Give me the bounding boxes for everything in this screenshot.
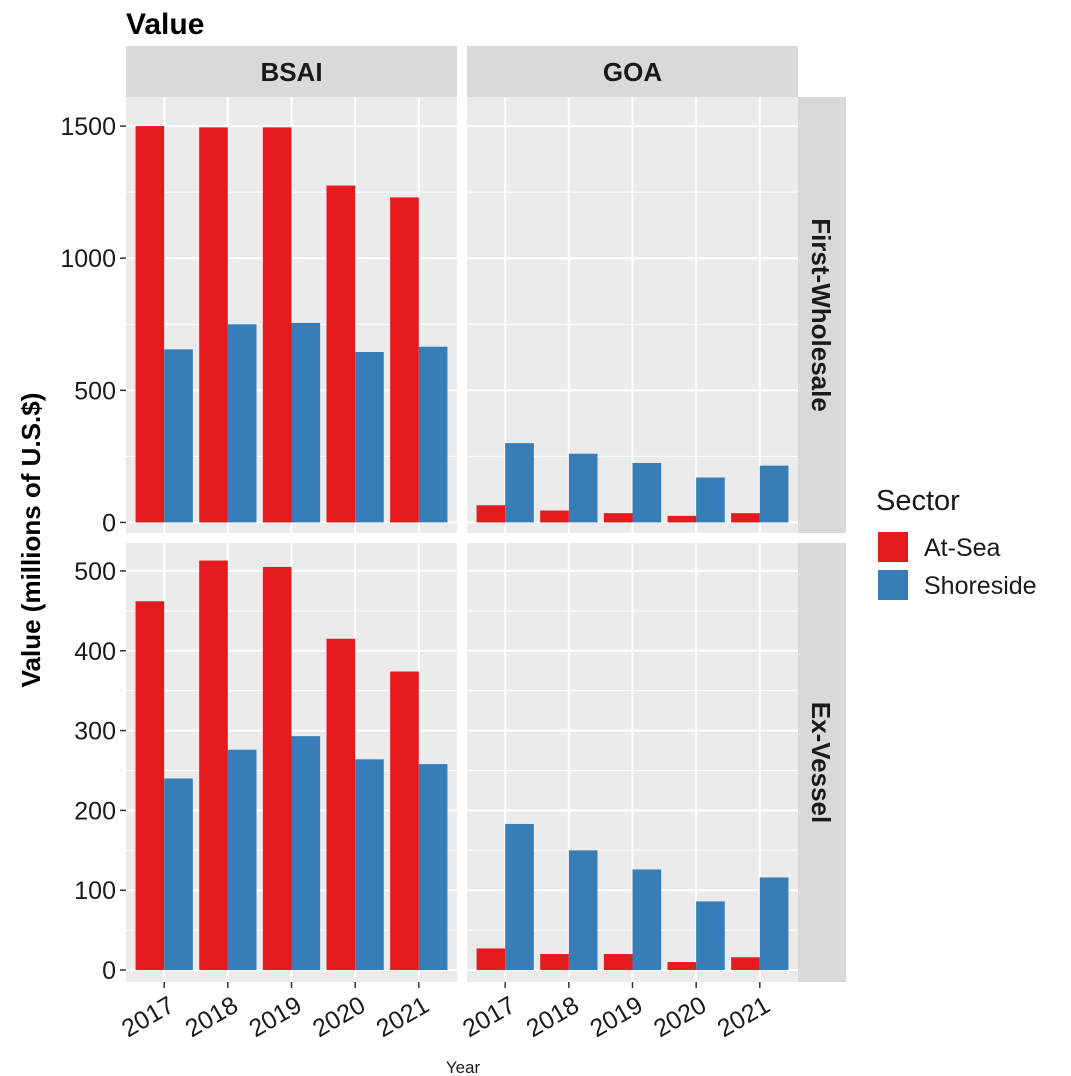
- x-tick-label: 2019: [244, 991, 306, 1043]
- bar-shoreside-2018: [227, 749, 257, 971]
- x-tick-label: 2021: [713, 991, 775, 1043]
- y-tick-label: 1500: [60, 113, 116, 141]
- strip-goa: GOA: [467, 46, 798, 97]
- bar-shoreside-2017: [505, 443, 534, 523]
- bar-at-sea-2021: [390, 197, 419, 523]
- y-tick-label: 0: [102, 509, 116, 537]
- bar-at-sea-2021: [731, 513, 760, 523]
- y-tick-label: 1000: [60, 245, 116, 273]
- bar-at-sea-2020: [326, 638, 356, 971]
- bar-shoreside-2017: [505, 823, 534, 971]
- x-tick-label: 2020: [308, 991, 370, 1043]
- x-axis-label: Year: [446, 1058, 481, 1076]
- panels-group: [126, 97, 798, 982]
- bar-at-sea-2017: [135, 126, 165, 523]
- panel-first-wholesale-bsai: [126, 97, 457, 533]
- bar-shoreside-2021: [759, 465, 789, 523]
- x-tick-label: 2018: [522, 991, 584, 1043]
- y-tick-label: 400: [74, 638, 116, 666]
- y-axis-label: Value (millions of U.S.$): [16, 393, 46, 688]
- strip-background: [467, 46, 798, 97]
- y-tick-label: 300: [74, 718, 116, 746]
- y-axis-ex-vessel: 0 100 200 300 400 500: [74, 558, 126, 985]
- strip-label: GOA: [603, 57, 662, 87]
- bar-shoreside-2019: [291, 322, 321, 523]
- x-tick-label: 2019: [585, 991, 647, 1043]
- bar-at-sea-2018: [199, 127, 228, 523]
- legend-label-shoreside: Shoreside: [924, 572, 1037, 600]
- bar-at-sea-2021: [390, 671, 419, 971]
- bar-at-sea-2018: [540, 954, 569, 971]
- strip-ex-vessel: Ex-Vessel: [798, 543, 846, 982]
- strip-label: BSAI: [260, 57, 322, 87]
- bar-shoreside-2018: [568, 453, 598, 523]
- bar-shoreside-2019: [632, 462, 662, 523]
- bar-shoreside-2021: [759, 877, 789, 971]
- bar-at-sea-2017: [135, 601, 165, 971]
- x-tick-label: 2021: [372, 991, 434, 1043]
- strip-label: Ex-Vessel: [806, 702, 836, 823]
- bar-at-sea-2019: [603, 954, 633, 971]
- y-axis-first-wholesale: 0 500 1000 1500: [60, 113, 126, 537]
- bar-at-sea-2017: [476, 505, 506, 523]
- bar-shoreside-2017: [164, 349, 193, 523]
- bar-at-sea-2019: [262, 566, 292, 971]
- bar-shoreside-2019: [291, 736, 321, 971]
- bar-shoreside-2018: [568, 850, 598, 971]
- chart-title: Value: [126, 8, 204, 41]
- strip-background: [798, 543, 846, 982]
- bar-at-sea-2020: [326, 185, 356, 523]
- y-tick-label: 200: [74, 797, 116, 825]
- bar-shoreside-2020: [696, 477, 725, 523]
- legend-key-shoreside: [878, 570, 908, 600]
- bar-at-sea-2019: [262, 127, 292, 523]
- legend: Sector At-Sea Shoreside: [876, 485, 1037, 600]
- x-axis-bsai: 2017 2018 2019 2020 2021: [117, 982, 434, 1043]
- x-tick-label: 2017: [117, 991, 179, 1043]
- legend-title: Sector: [876, 485, 960, 517]
- bar-at-sea-2017: [476, 948, 506, 971]
- strip-background: [798, 97, 846, 533]
- x-axes-group: 2017 2018 2019 2020 2021 2017 2018 2019 2020 2021: [117, 982, 775, 1043]
- bar-at-sea-2018: [199, 560, 228, 971]
- bar-at-sea-2020: [667, 515, 697, 523]
- y-tick-label: 100: [74, 877, 116, 905]
- bar-shoreside-2020: [355, 759, 384, 971]
- panel-ex-vessel-goa: [467, 543, 798, 982]
- panel-ex-vessel-bsai: [126, 543, 457, 982]
- strip-background: [126, 46, 457, 97]
- strips-group: First-Wholesale Ex-Vessel BSAI GOA: [126, 46, 846, 982]
- strip-label: First-Wholesale: [806, 218, 836, 412]
- strip-first-wholesale: First-Wholesale: [798, 97, 846, 533]
- x-tick-label: 2020: [649, 991, 711, 1043]
- x-tick-label: 2017: [458, 991, 520, 1043]
- y-tick-label: 500: [74, 558, 116, 586]
- x-tick-label: 2018: [181, 991, 243, 1043]
- y-tick-label: 0: [102, 957, 116, 985]
- bar-at-sea-2020: [667, 962, 697, 971]
- legend-key-at-sea: [878, 532, 908, 562]
- bar-shoreside-2019: [632, 869, 662, 971]
- bar-shoreside-2021: [418, 764, 448, 971]
- bar-shoreside-2018: [227, 324, 257, 523]
- bar-at-sea-2021: [731, 957, 760, 971]
- bar-at-sea-2018: [540, 510, 569, 523]
- strip-bsai: BSAI: [126, 46, 457, 97]
- x-axis-goa: 2017 2018 2019 2020 2021: [458, 982, 775, 1043]
- bar-at-sea-2019: [603, 513, 633, 523]
- bar-shoreside-2020: [696, 901, 725, 971]
- y-axes-group: 0 500 1000 1500 0 100 200 300 400 500: [60, 113, 126, 985]
- bar-shoreside-2020: [355, 351, 384, 523]
- panel-first-wholesale-goa: [467, 97, 798, 533]
- bar-shoreside-2021: [418, 346, 448, 523]
- legend-label-at-sea: At-Sea: [924, 534, 1001, 562]
- bar-shoreside-2017: [164, 778, 193, 971]
- y-tick-label: 500: [74, 377, 116, 405]
